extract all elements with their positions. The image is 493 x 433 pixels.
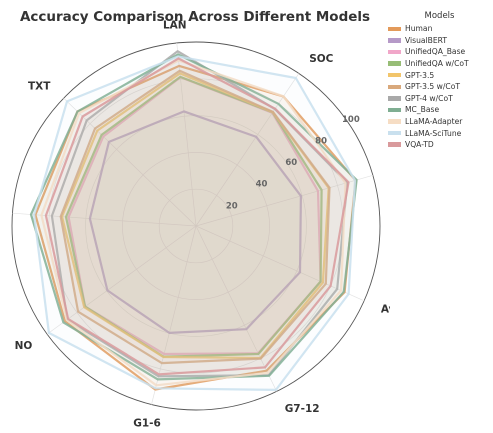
series-unifiedqa-w-cot	[64, 75, 323, 358]
legend-items: Human VisualBERT UnifiedQA_Base UnifiedQA w…	[388, 23, 491, 151]
legend-item: GPT-3.5 w/CoT	[388, 81, 491, 93]
series-visualbert	[88, 110, 302, 334]
category-label-no: NO	[15, 340, 33, 352]
legend-label: UnifiedQA w/CoT	[405, 59, 469, 69]
category-label-g1-6: G1-6	[133, 417, 161, 429]
legend-swatch	[388, 84, 401, 90]
legend-swatch	[388, 49, 401, 55]
series-llama-adapter	[40, 59, 347, 387]
legend-swatch	[388, 96, 401, 101]
legend-item: UnifiedQA w/CoT	[388, 58, 491, 70]
category-label-soc: SOC	[309, 53, 333, 65]
legend-swatch	[388, 38, 401, 43]
grid-spoke	[195, 225, 365, 302]
legend-label: Human	[405, 24, 433, 34]
legend-item: GPT-3.5	[388, 69, 491, 81]
legend-item: LLaMA-Adapter	[388, 116, 491, 128]
legend-label: LLaMA-SciTune	[405, 128, 462, 138]
legend-label: VQA-TD	[405, 140, 434, 150]
series-vqa-td	[44, 57, 350, 376]
radial-tick-label: 100	[342, 115, 360, 125]
legend-label: GPT-3.5	[405, 70, 435, 80]
chart-title: Accuracy Comparison Across Different Mod…	[19, 9, 371, 25]
legend: Models Human VisualBERT UnifiedQA_Base Unif…	[388, 11, 491, 151]
legend-item: Human	[388, 23, 491, 35]
legend-item: GPT-4 w/CoT	[388, 93, 491, 105]
legend-title: Models	[424, 11, 455, 21]
legend-label: MC_Base	[405, 105, 440, 115]
radial-tick-label: 80	[315, 137, 327, 147]
category-label-avg: Avg	[381, 303, 390, 315]
category-label-lan: LAN	[163, 20, 187, 32]
legend-item: VisualBERT	[388, 35, 491, 47]
legend-label: VisualBERT	[405, 35, 448, 45]
grid-spoke	[12, 212, 197, 227]
grid-ring	[11, 41, 381, 411]
legend-swatch	[388, 119, 401, 124]
legend-label: GPT-4 w/CoT	[405, 93, 453, 103]
grid-spoke	[46, 225, 197, 335]
legend-swatch	[388, 107, 401, 113]
grid-spoke	[195, 174, 373, 227]
grid-ring	[158, 188, 234, 264]
legend-swatch	[388, 26, 401, 32]
radial-tick-label: 40	[256, 180, 268, 190]
series-llama-scitune	[32, 55, 357, 391]
legend-label: LLaMA-Adapter	[405, 117, 463, 127]
legend-swatch	[388, 130, 401, 136]
grid-spoke	[195, 225, 277, 392]
legend-item: LLaMA-SciTune	[388, 127, 491, 139]
grid-spoke	[63, 97, 197, 227]
legend-item: UnifiedQA_Base	[388, 46, 491, 58]
radial-tick-label: 20	[226, 201, 238, 211]
legend-item: VQA-TD	[388, 139, 491, 151]
legend-swatch	[388, 61, 401, 66]
category-label-g7-12: G7-12	[285, 403, 320, 415]
series-gpt-3-5-w-cot	[59, 69, 331, 365]
series-mc-base	[29, 53, 358, 381]
category-label-txt: TXT	[28, 80, 51, 92]
legend-label: UnifiedQA_Base	[405, 47, 466, 57]
legend-item: MC_Base	[388, 104, 491, 116]
legend-swatch	[388, 72, 401, 78]
series-unifiedqa-base	[67, 76, 322, 356]
grid-spoke	[195, 73, 300, 227]
legend-swatch	[388, 142, 401, 147]
radial-tick-label: 60	[285, 158, 297, 168]
grid-ring	[122, 152, 270, 300]
radar-series-layer	[29, 50, 358, 391]
legend-label: GPT-3.5 w/CoT	[405, 82, 460, 92]
